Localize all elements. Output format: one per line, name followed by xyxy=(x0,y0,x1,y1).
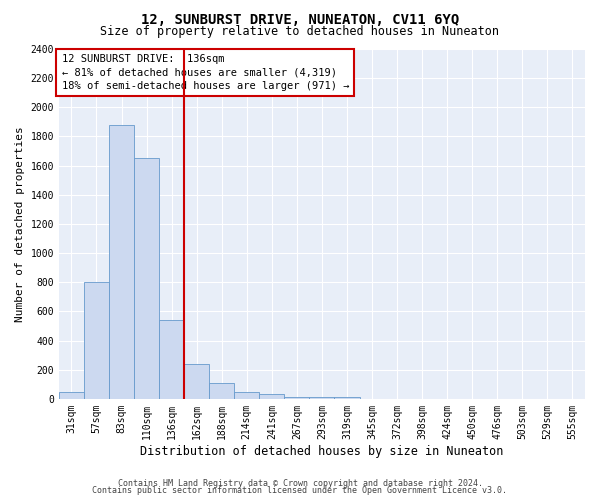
Y-axis label: Number of detached properties: Number of detached properties xyxy=(15,126,25,322)
Bar xyxy=(84,282,109,399)
Bar xyxy=(134,158,159,399)
Bar xyxy=(184,364,209,399)
Bar xyxy=(284,396,310,399)
Text: 12, SUNBURST DRIVE, NUNEATON, CV11 6YQ: 12, SUNBURST DRIVE, NUNEATON, CV11 6YQ xyxy=(141,12,459,26)
Text: Contains public sector information licensed under the Open Government Licence v3: Contains public sector information licen… xyxy=(92,486,508,495)
Bar xyxy=(59,392,84,399)
Text: 12 SUNBURST DRIVE:  136sqm
← 81% of detached houses are smaller (4,319)
18% of s: 12 SUNBURST DRIVE: 136sqm ← 81% of detac… xyxy=(62,54,349,90)
Bar xyxy=(209,383,234,399)
Bar xyxy=(109,125,134,399)
Bar xyxy=(259,394,284,399)
Bar xyxy=(159,320,184,399)
Text: Contains HM Land Registry data © Crown copyright and database right 2024.: Contains HM Land Registry data © Crown c… xyxy=(118,478,482,488)
Text: Size of property relative to detached houses in Nuneaton: Size of property relative to detached ho… xyxy=(101,25,499,38)
Bar xyxy=(334,398,359,399)
Bar xyxy=(310,398,334,399)
Bar xyxy=(234,392,259,399)
X-axis label: Distribution of detached houses by size in Nuneaton: Distribution of detached houses by size … xyxy=(140,444,503,458)
